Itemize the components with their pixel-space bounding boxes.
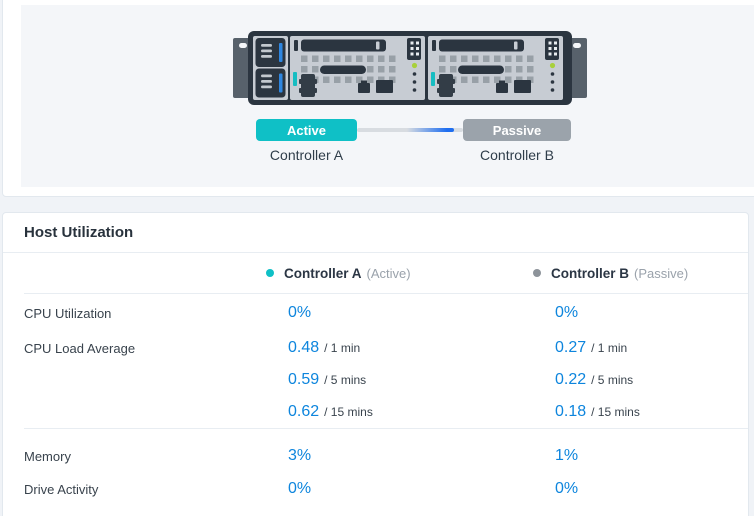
drive-activity-label: Drive Activity bbox=[24, 481, 99, 497]
controller-b-label: Controller B bbox=[480, 147, 554, 163]
device-illustration-area: Active Passive Controller A Controller B bbox=[21, 5, 754, 187]
cpu-load-values-a: 0.48 / 1 min 0.59 / 5 mins 0.62 / 15 mins bbox=[288, 332, 555, 428]
divider bbox=[24, 428, 748, 429]
load-1min-value-a: 0.48 bbox=[288, 339, 320, 356]
memory-row: Memory 3% 1% bbox=[3, 439, 748, 473]
controller-a-status-badge: Active bbox=[256, 119, 357, 141]
memory-label: Memory bbox=[24, 448, 71, 464]
lan-port-icon bbox=[358, 80, 370, 93]
load-15min-value-b: 0.18 bbox=[555, 403, 587, 420]
console-port-icon bbox=[299, 74, 317, 97]
controller-b-status-badge: Passive bbox=[463, 119, 571, 141]
column-header-controller-a: Controller A (Active) bbox=[266, 266, 555, 281]
cpu-utilization-value-a: 0% bbox=[288, 304, 312, 321]
load-5min-value-a: 0.59 bbox=[288, 371, 320, 388]
heartbeat-link-activity bbox=[407, 128, 454, 132]
load-1min-suffix: / 1 min bbox=[324, 341, 361, 355]
host-utilization-title: Host Utilization bbox=[3, 213, 748, 253]
expansion-port-icon bbox=[376, 80, 393, 93]
column-a-name: Controller A bbox=[284, 265, 362, 281]
column-b-status: (Passive) bbox=[634, 265, 689, 281]
drive-activity-value-a: 0% bbox=[288, 480, 312, 497]
load-15min-value-a: 0.62 bbox=[288, 403, 320, 420]
load-5min-value-b: 0.22 bbox=[555, 371, 587, 388]
controller-status-card: Active Passive Controller A Controller B bbox=[2, 0, 754, 197]
divider bbox=[24, 293, 748, 294]
status-led-icons bbox=[412, 72, 417, 92]
cpu-utilization-value-b: 0% bbox=[555, 304, 579, 321]
drive-activity-row: Drive Activity 0% 0% bbox=[3, 473, 748, 505]
load-15min-suffix: / 15 mins bbox=[324, 405, 373, 419]
host-utilization-card: Host Utilization Controller A (Active) C… bbox=[2, 212, 749, 516]
module-status-bar bbox=[293, 72, 297, 86]
controller-b-module-icon bbox=[428, 36, 563, 100]
controller-a-label: Controller A bbox=[269, 147, 344, 163]
memory-value-b: 1% bbox=[555, 447, 579, 464]
active-status-dot-icon bbox=[266, 269, 274, 277]
load-5min-suffix: / 5 mins bbox=[324, 373, 367, 387]
cpu-load-average-row: CPU Load Average 0.48 / 1 min 0.59 / 5 min… bbox=[3, 332, 748, 428]
cpu-load-values-b: 0.27 / 1 min 0.22 / 5 mins 0.18 / 15 mins bbox=[555, 332, 748, 428]
load-1min-suffix: / 1 min bbox=[591, 341, 628, 355]
column-b-name: Controller B bbox=[551, 265, 630, 281]
load-5min-suffix: / 5 mins bbox=[591, 373, 634, 387]
passive-status-dot-icon bbox=[533, 269, 541, 277]
psu-bay-icon bbox=[253, 36, 288, 100]
column-header-row: Controller A (Active) Controller B (Pass… bbox=[3, 253, 748, 293]
cpu-load-average-label: CPU Load Average bbox=[24, 340, 136, 356]
drive-activity-value-b: 0% bbox=[555, 480, 579, 497]
memory-value-a: 3% bbox=[288, 447, 312, 464]
sas-connector-icon bbox=[407, 38, 421, 60]
column-header-controller-b: Controller B (Passive) bbox=[533, 266, 748, 281]
load-1min-value-b: 0.27 bbox=[555, 339, 587, 356]
power-led-icon bbox=[411, 62, 418, 69]
dual-controller-device-illustration bbox=[233, 31, 587, 105]
column-a-status: (Active) bbox=[366, 265, 411, 281]
load-15min-suffix: / 15 mins bbox=[591, 405, 640, 419]
controller-a-module-icon bbox=[290, 36, 425, 100]
cpu-utilization-label: CPU Utilization bbox=[24, 305, 112, 321]
cpu-utilization-row: CPU Utilization 0% 0% bbox=[3, 294, 748, 332]
psu-2-icon bbox=[255, 68, 286, 98]
psu-1-icon bbox=[255, 38, 286, 67]
